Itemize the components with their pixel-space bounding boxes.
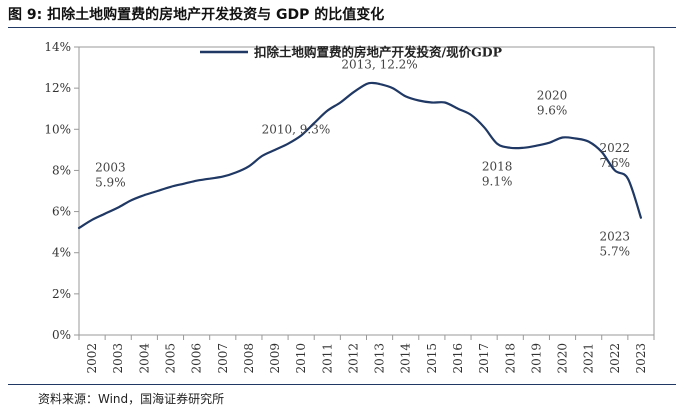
- chart-axes: [78, 46, 655, 336]
- x-tick-label: 2002: [85, 343, 99, 374]
- data-label-line: 2022: [600, 141, 631, 155]
- x-tick-label: 2011: [320, 343, 334, 374]
- x-tick-label: 2004: [137, 343, 151, 374]
- x-tick-label: 2020: [556, 343, 570, 374]
- title-rule: [8, 27, 676, 28]
- data-label-line: 7.6%: [600, 156, 631, 170]
- x-axis-ticks: 2002 2003 2004 2005 2006 2007 2008 2009 2010 2011…: [78, 335, 655, 374]
- y-tick-label: 6%: [52, 205, 71, 219]
- x-tick-label: 2003: [111, 343, 125, 374]
- data-label: 2022 7.6%: [600, 141, 631, 170]
- x-tick-label: 2006: [190, 343, 204, 374]
- x-tick-label: 2015: [425, 343, 439, 374]
- x-tick-label: 2010: [294, 343, 308, 374]
- chart-series: [77, 81, 642, 230]
- x-tick-label: 2021: [582, 343, 596, 374]
- data-label: 2018 9.1%: [482, 159, 513, 188]
- figure-title: 图 9: 扣除土地购置费的房地产开发投资与 GDP 的比值变化: [8, 7, 385, 23]
- x-tick-label: 2013: [373, 343, 387, 374]
- y-tick-label: 12%: [44, 81, 71, 95]
- y-axis-ticks: 0% 2% 4% 6% 8% 10% 12% 14%: [44, 40, 79, 342]
- y-tick-label: 14%: [44, 40, 71, 54]
- x-tick-label: 2005: [163, 343, 177, 374]
- data-label: 2020 9.6%: [537, 88, 568, 117]
- x-tick-label: 2017: [477, 343, 491, 374]
- x-tick-label: 2012: [346, 343, 360, 374]
- x-tick-label: 2022: [608, 343, 622, 374]
- data-label: 2010, 9.3%: [262, 122, 331, 136]
- source-rule: [8, 384, 676, 385]
- data-label-line: 9.1%: [482, 174, 513, 188]
- data-label-line: 5.9%: [95, 175, 126, 189]
- x-tick-label: 2019: [529, 343, 543, 374]
- series-line: [77, 81, 642, 230]
- data-label: 2003 5.9%: [95, 160, 126, 189]
- data-label-line: 5.7%: [600, 244, 631, 258]
- x-tick-label: 2008: [242, 343, 256, 374]
- x-tick-label: 2023: [634, 343, 648, 374]
- y-tick-label: 10%: [44, 122, 71, 136]
- y-tick-label: 2%: [52, 287, 71, 301]
- y-tick-label: 0%: [52, 328, 71, 342]
- chart-legend: 扣除土地购置费的房地产开发投资/现价GDP: [200, 45, 503, 60]
- data-label-line: 2010, 9.3%: [262, 122, 331, 136]
- data-label-line: 2003: [95, 160, 126, 174]
- y-tick-label: 4%: [52, 246, 71, 260]
- x-tick-label: 2016: [451, 343, 465, 374]
- x-tick-label: 2014: [399, 343, 413, 374]
- line-chart: 0% 2% 4% 6% 8% 10% 12% 14% 2002 2003 2004 2005 2006…: [44, 40, 655, 374]
- data-label-line: 2013, 12.2%: [341, 58, 417, 72]
- x-tick-label: 2007: [216, 343, 230, 374]
- data-label-line: 2018: [482, 159, 513, 173]
- y-tick-label: 8%: [52, 163, 71, 177]
- chart-annotations: 2003 5.9% 2010, 9.3% 2013, 12.2% 2018 9.1% 202…: [95, 58, 630, 259]
- data-label: 2023 5.7%: [600, 229, 631, 258]
- data-label: 2013, 12.2%: [341, 58, 417, 72]
- data-label-line: 2020: [537, 88, 568, 102]
- source-note: 资料来源：Wind，国海证券研究所: [38, 392, 225, 406]
- legend-label: 扣除土地购置费的房地产开发投资/现价GDP: [254, 45, 503, 60]
- plot-frame: [78, 46, 655, 336]
- data-label-line: 9.6%: [537, 103, 568, 117]
- x-tick-label: 2009: [268, 343, 282, 374]
- data-label-line: 2023: [600, 229, 631, 243]
- x-tick-label: 2018: [503, 343, 517, 374]
